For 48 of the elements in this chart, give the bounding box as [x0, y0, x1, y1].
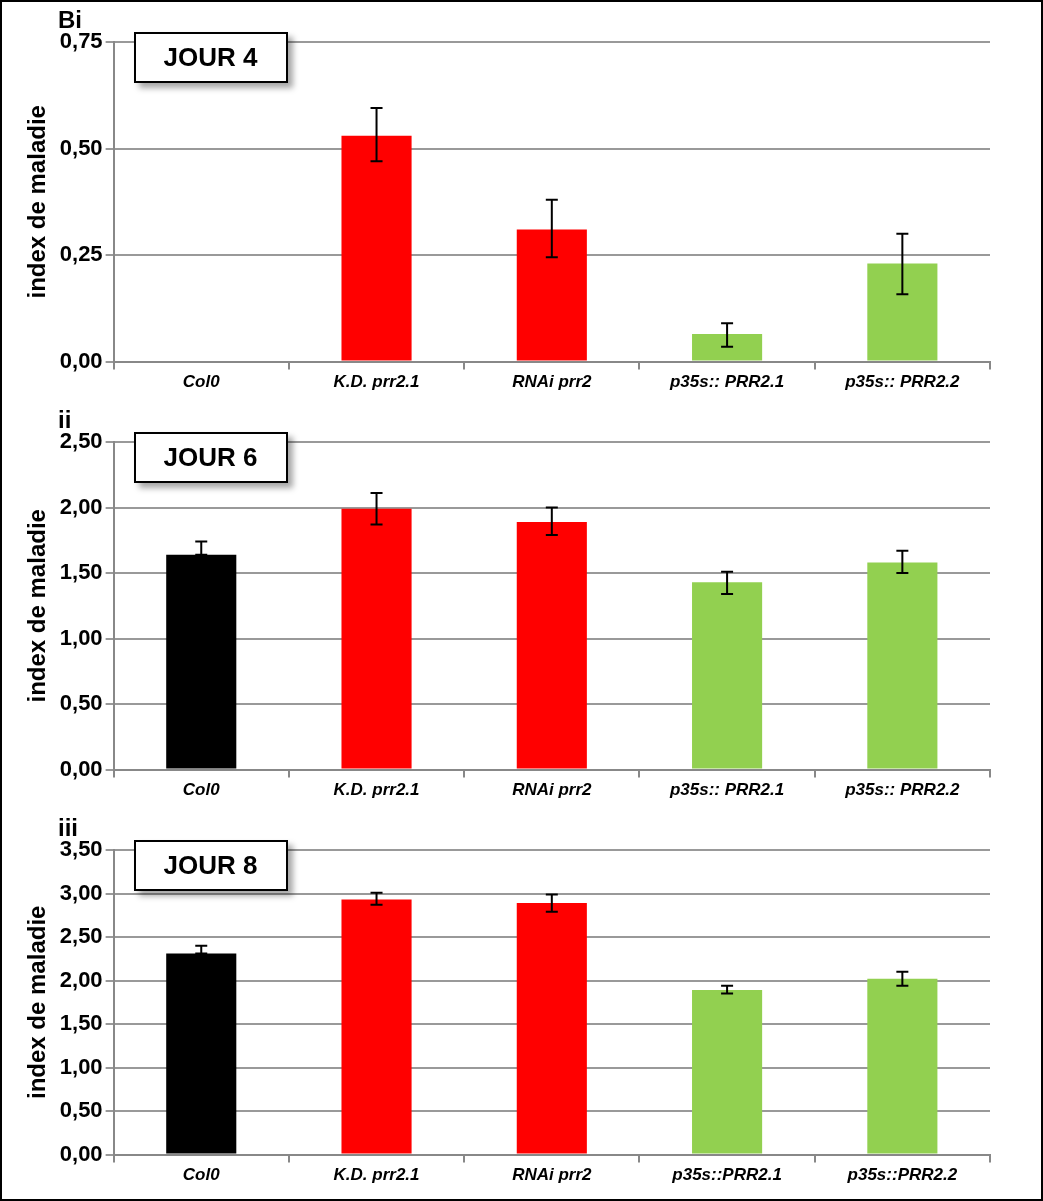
y-tick-label: 2,00: [59, 493, 103, 519]
x-tick-label: K.D. prr2.1: [333, 780, 420, 800]
chart-title: JOUR 4: [133, 32, 288, 83]
x-tick-label: K.D. prr2.1: [333, 372, 420, 392]
y-tick-label: 1,00: [59, 1053, 103, 1079]
y-axis-title: index de maladie: [23, 509, 51, 703]
bar: [867, 263, 938, 361]
x-tick-label: RNAi prr2: [512, 1165, 593, 1185]
y-axis-title: index de maladie: [23, 905, 51, 1099]
y-tick-label: 2,50: [59, 923, 103, 949]
y-tick-label: 0,00: [59, 755, 103, 781]
x-tick-label: Col0: [182, 1165, 221, 1185]
y-tick-label: 1,00: [59, 624, 103, 650]
y-tick-label: 0,25: [59, 241, 103, 267]
bar: [692, 582, 763, 769]
bar: [867, 562, 938, 769]
x-tick-label: Col0: [182, 372, 221, 392]
bar: [692, 333, 763, 361]
bar: [516, 903, 587, 1154]
y-tick-label: 1,50: [59, 1010, 103, 1036]
y-tick-label: 0,50: [59, 1097, 103, 1123]
bar: [516, 521, 587, 769]
chart-title: JOUR 6: [133, 432, 288, 483]
bar: [341, 508, 412, 769]
chart-title: JOUR 8: [133, 840, 288, 891]
x-tick-label: p35s:: PRR2.2: [844, 372, 961, 392]
x-tick-label: p35s::PRR2.1: [671, 1165, 782, 1185]
x-tick-label: p35s:: PRR2.2: [844, 780, 961, 800]
y-tick-label: 1,50: [59, 559, 103, 585]
x-tick-label: p35s:: PRR2.1: [668, 780, 785, 800]
bar: [341, 899, 412, 1154]
y-tick-label: 0,50: [59, 690, 103, 716]
y-tick-label: 0,00: [59, 1140, 103, 1166]
x-tick-label: K.D. prr2.1: [333, 1165, 420, 1185]
y-tick-label: 3,00: [59, 879, 103, 905]
bar: [516, 229, 587, 361]
bar: [341, 135, 412, 361]
bar: [692, 990, 763, 1154]
x-tick-label: Col0: [182, 780, 221, 800]
x-tick-label: p35s:: PRR2.1: [668, 372, 785, 392]
x-tick-label: RNAi prr2: [512, 780, 593, 800]
bar: [867, 978, 938, 1154]
y-tick-label: 0,00: [59, 347, 103, 373]
y-tick-label: 0,50: [59, 134, 103, 160]
y-axis-title: index de maladie: [23, 105, 51, 299]
x-tick-label: p35s::PRR2.2: [846, 1165, 958, 1185]
x-tick-label: RNAi prr2: [512, 372, 593, 392]
y-tick-label: 2,00: [59, 966, 103, 992]
